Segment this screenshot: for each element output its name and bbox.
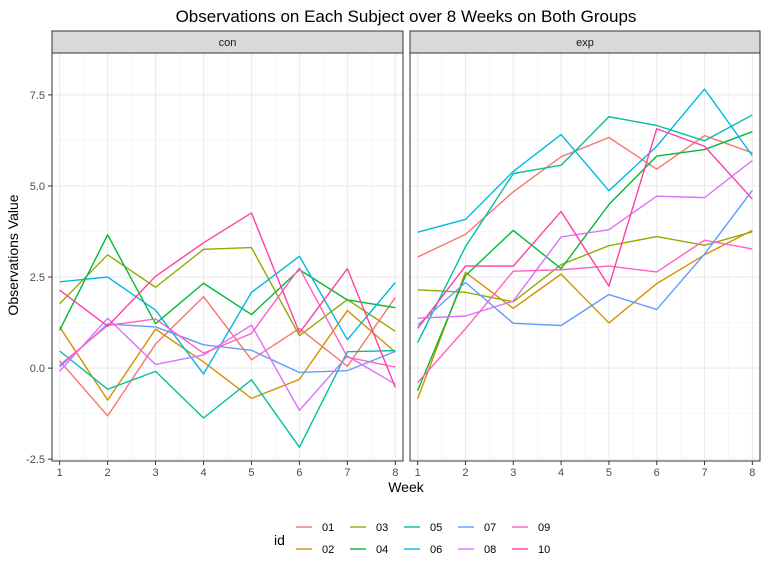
legend-item-05: 05 (404, 522, 442, 534)
panel-border (409, 52, 761, 462)
x-tick-label: 1 (415, 467, 421, 479)
series-line-con-06 (59, 255, 396, 375)
x-tick-label: 7 (344, 467, 350, 479)
series-line-exp-04 (417, 131, 753, 391)
legend-item-07: 07 (458, 522, 496, 534)
series-line-con-01 (59, 296, 396, 417)
series-line-con-03 (59, 246, 396, 337)
legend-item-10: 10 (512, 544, 550, 556)
x-tick-label: 8 (392, 467, 398, 479)
facet-strip-label: con (219, 37, 237, 49)
x-tick-label: 1 (57, 467, 63, 479)
y-tick-label: 0.0 (30, 363, 45, 375)
y-tick-label: 5.0 (30, 181, 45, 193)
series-line-exp-03 (417, 231, 753, 303)
series-line-exp-06 (417, 88, 753, 233)
series-line-exp-08 (417, 159, 753, 319)
legend-keys: 01 02 03 04 05 06 07 08 09 10 (296, 522, 550, 556)
panel-exp: exp 1 2 3 4 5 6 7 8 (409, 30, 761, 479)
x-tick-label: 8 (749, 467, 755, 479)
x-axis-title: Week (388, 479, 425, 495)
legend-label: 02 (322, 544, 334, 556)
legend-title: id (274, 532, 285, 548)
panel-border (51, 52, 404, 462)
legend-item-06: 06 (404, 544, 442, 556)
legend-item-03: 03 (350, 522, 388, 534)
series-line-exp-02 (416, 229, 753, 399)
series-line-con-05 (59, 349, 396, 448)
series-line-exp-05 (417, 114, 753, 343)
legend-label: 03 (376, 522, 388, 534)
x-tick-label: 6 (296, 467, 302, 479)
y-axis-title: Observations Value (5, 194, 21, 315)
legend-item-02: 02 (296, 544, 334, 556)
legend-label: 07 (484, 522, 496, 534)
x-tick-label: 3 (510, 467, 516, 479)
legend-label: 01 (322, 522, 334, 534)
x-tick-label: 5 (606, 467, 612, 479)
legend-item-04: 04 (350, 544, 388, 556)
chart-title: Observations on Each Subject over 8 Week… (176, 7, 637, 26)
series-line-con-09 (59, 267, 396, 368)
series-line-exp-09 (417, 239, 753, 384)
x-tick-label: 5 (248, 467, 254, 479)
series-line-con-02 (59, 309, 396, 401)
legend-item-08: 08 (458, 544, 496, 556)
x-tick-label: 4 (200, 467, 206, 479)
legend-label: 06 (430, 544, 442, 556)
legend: id 01 02 03 04 05 06 07 08 09 10 (274, 522, 550, 556)
series-line-exp-01 (417, 134, 753, 258)
series-line-exp-07 (417, 189, 753, 327)
series-line-con-04 (59, 234, 396, 331)
x-tick-label: 7 (701, 467, 707, 479)
legend-label: 10 (538, 544, 550, 556)
x-tick-label: 3 (153, 467, 159, 479)
legend-label: 08 (484, 544, 496, 556)
x-tick-label: 2 (105, 467, 111, 479)
legend-item-09: 09 (512, 522, 550, 534)
x-tick-label: 2 (462, 467, 468, 479)
series-line-exp-10 (417, 128, 753, 329)
legend-label: 05 (430, 522, 442, 534)
y-tick-label: -2.5 (26, 454, 45, 466)
panels: con 1 2 3 4 5 6 7 8 -2.5 0.0 2.5 5.0 7.5 exp 1 2 3 4 5 6 7 8 (26, 30, 761, 479)
legend-label: 04 (376, 544, 388, 556)
x-tick-label: 4 (558, 467, 564, 479)
panel-con: con 1 2 3 4 5 6 7 8 -2.5 0.0 2.5 5.0 7.5 (26, 30, 404, 479)
facet-strip-label: exp (576, 37, 594, 49)
legend-label: 09 (538, 522, 550, 534)
series-line-con-10 (59, 212, 396, 388)
legend-item-01: 01 (296, 522, 334, 534)
y-tick-label: 2.5 (30, 272, 45, 284)
x-tick-label: 6 (654, 467, 660, 479)
series-line-con-08 (59, 317, 396, 412)
y-tick-label: 7.5 (30, 90, 45, 102)
